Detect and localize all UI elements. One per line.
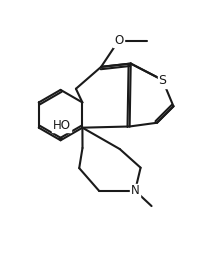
Text: HO: HO xyxy=(53,119,71,132)
Text: N: N xyxy=(131,184,139,197)
Text: O: O xyxy=(114,34,123,47)
Text: S: S xyxy=(159,73,166,87)
